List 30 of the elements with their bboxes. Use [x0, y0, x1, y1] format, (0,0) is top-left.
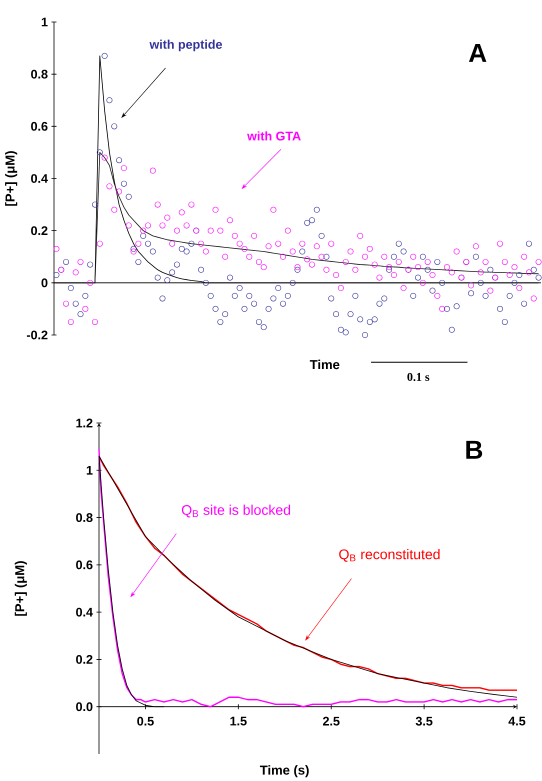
- y-tick-label: 0.6: [31, 122, 48, 131]
- y-tick-label: 0.8: [76, 513, 93, 522]
- text: Q$_{B}$ site is blocked: [182, 504, 290, 518]
- x-axis-title: Time (s): [260, 765, 309, 778]
- y-tick-label: 0: [42, 278, 48, 288]
- x-axis-title: Time: [310, 360, 340, 370]
- text: with peptide: [149, 40, 222, 52]
- y-tick-label: 0.4: [76, 608, 93, 617]
- annotation: B: [466, 440, 482, 459]
- x-tick-label: 3.5: [416, 716, 432, 726]
- text: 0.1 s: [407, 372, 430, 382]
- y-axis-title: [P+] (μM): [14, 561, 27, 616]
- text: Q$_{B}$ reconstituted: [339, 548, 440, 562]
- y-tick-label: 0.6: [76, 560, 93, 570]
- y-tick-label: 1: [86, 466, 93, 475]
- y-axis-title: [P+] (μM): [5, 151, 18, 206]
- x-tick-label: 1.5: [230, 716, 247, 726]
- y-tick-label: 0.8: [31, 70, 48, 79]
- y-tick-label: 0.2: [76, 655, 92, 664]
- x-tick-label: 0.5: [137, 716, 154, 726]
- y-tick-label: 0.0: [76, 702, 92, 712]
- x-tick-label: 2.5: [322, 716, 340, 726]
- y-tick-label: -0.2: [26, 330, 48, 340]
- y-tick-label: 0.2: [31, 226, 48, 236]
- y-tick-label: 1.2: [76, 418, 92, 428]
- x-tick-label: 4.5: [508, 716, 526, 726]
- text: with GTA: [247, 131, 301, 141]
- annotation: A: [468, 44, 486, 62]
- y-tick-label: 0.4: [31, 174, 48, 183]
- y-tick-label: 1: [42, 18, 48, 26]
